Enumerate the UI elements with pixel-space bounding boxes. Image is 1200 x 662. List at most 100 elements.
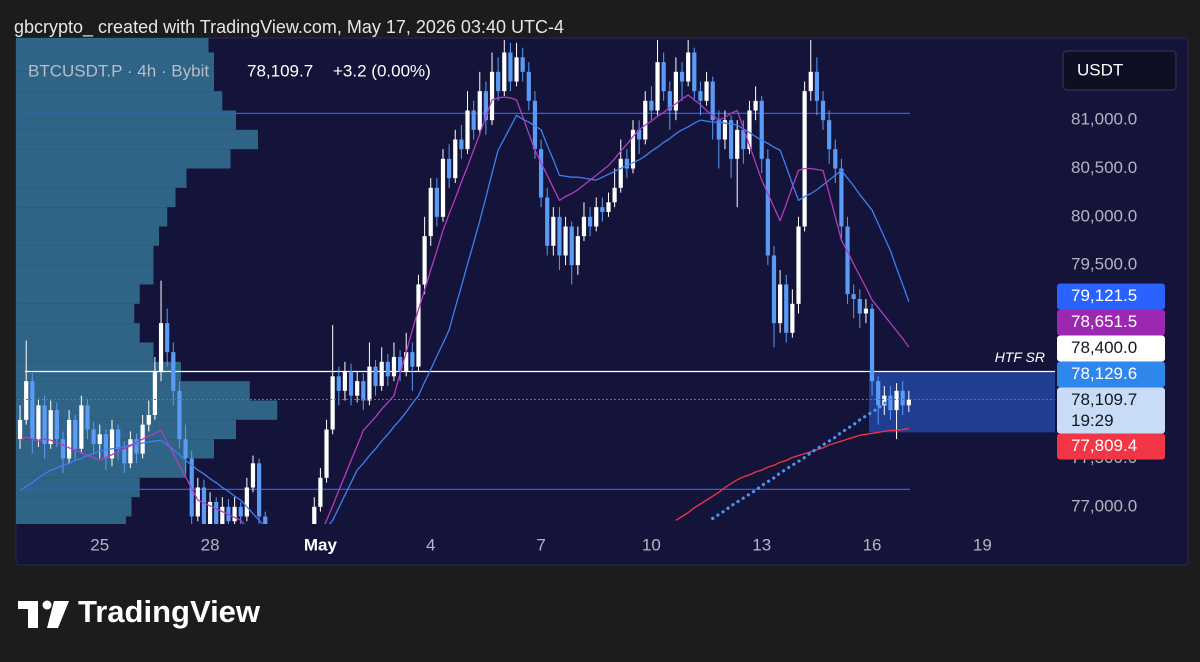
candle-body <box>588 216 593 227</box>
candle-body <box>888 395 893 411</box>
candle-body <box>238 506 243 517</box>
candle-body <box>128 439 133 464</box>
candle-body <box>704 81 709 101</box>
candle-body <box>686 52 691 82</box>
currency-label[interactable]: USDT <box>1077 60 1123 79</box>
candle-body <box>214 501 219 524</box>
candle-body <box>97 434 102 444</box>
volume-profile-bar <box>16 458 187 478</box>
candle-body <box>440 158 446 217</box>
candle-body <box>618 158 623 188</box>
candle-body <box>882 395 887 406</box>
candle-body <box>342 371 348 391</box>
candle-body <box>735 129 740 159</box>
candle-body <box>545 197 550 246</box>
candle-body <box>422 236 427 285</box>
symbol-title: BTCUSDT.P · 4h · Bybit <box>28 61 209 80</box>
volume-profile-bar <box>16 52 214 72</box>
candle-body <box>477 91 482 130</box>
price-label: 79,121.5 <box>1071 286 1137 305</box>
candle-body <box>673 71 679 111</box>
candle-body <box>557 216 562 256</box>
price-label-box <box>1057 387 1165 434</box>
candle-body <box>146 414 151 425</box>
currency-button[interactable] <box>1062 50 1177 91</box>
volume-profile-bar <box>16 323 140 343</box>
candle-body <box>404 352 409 372</box>
volume-profile-bar <box>16 342 154 362</box>
price-label-box <box>1057 309 1165 336</box>
candle-body <box>637 129 642 140</box>
candle-body <box>201 487 207 524</box>
candle-body <box>434 187 439 217</box>
brand: TradingView <box>78 594 261 629</box>
x-tick-label: 4 <box>426 535 435 554</box>
logo-stem <box>28 601 38 628</box>
candle-body <box>116 429 121 449</box>
candle-body <box>600 207 605 212</box>
candle-body <box>465 110 470 150</box>
x-tick-label: 13 <box>752 535 771 554</box>
candle-body <box>42 405 47 444</box>
candle-body <box>195 487 200 517</box>
candle-body <box>796 226 801 304</box>
candle-body <box>655 62 660 111</box>
candle-body <box>397 356 403 372</box>
candle-body <box>820 100 826 121</box>
volume-profile-bar <box>16 245 154 266</box>
candle-body <box>134 439 139 454</box>
x-tick-label: 10 <box>642 535 661 554</box>
candle-body <box>563 226 568 256</box>
candle-body <box>312 506 317 524</box>
candle-body <box>336 376 341 391</box>
candle-body <box>508 52 513 82</box>
candle-body <box>54 410 59 440</box>
price-label: 78,400.0 <box>1071 338 1137 357</box>
candle-body <box>679 71 685 82</box>
candle-body <box>594 207 599 227</box>
candle-body <box>845 226 850 295</box>
candle-body <box>624 158 629 169</box>
candle-body <box>759 100 764 159</box>
candle-body <box>109 429 115 459</box>
candle-body <box>692 52 697 92</box>
candle-body <box>526 71 531 101</box>
candle-body <box>630 129 636 169</box>
volume-profile-bar <box>16 284 140 304</box>
level-label: HTF SR <box>995 349 1045 365</box>
candle-body <box>379 361 384 386</box>
candle-body <box>207 501 213 524</box>
candle-body <box>551 216 556 246</box>
candle-body <box>36 405 41 440</box>
volume-profile-bar <box>16 497 132 517</box>
candle-body <box>330 376 335 430</box>
candle-body <box>876 381 881 406</box>
price-label: 78,109.7 <box>1071 390 1137 409</box>
price-label: 78,129.6 <box>1071 364 1137 383</box>
candle-body <box>581 216 587 237</box>
candle-body <box>502 52 507 92</box>
candle-body <box>318 477 323 507</box>
candle-body <box>324 429 329 478</box>
price-label: 77,809.4 <box>1071 436 1137 455</box>
candle-body <box>428 187 433 237</box>
trend-dotted-line <box>711 397 893 520</box>
candle-body <box>91 429 96 444</box>
candle-body <box>103 434 108 459</box>
volume-profile-bar <box>16 226 159 246</box>
credit: gbcrypto_ created with TradingView.com, … <box>14 17 564 38</box>
candle-body <box>606 202 611 212</box>
volume-profile-bar <box>16 207 168 227</box>
volume-profile-bar <box>16 149 231 169</box>
candle-body <box>808 71 813 92</box>
candle-body <box>869 308 875 382</box>
volume-profile-bar <box>16 110 236 130</box>
price-label-box <box>1057 335 1165 362</box>
candle-body <box>710 81 715 121</box>
moving-average-line <box>19 114 910 524</box>
candle-body <box>171 352 176 391</box>
x-tick-label: 7 <box>536 535 545 554</box>
candle-body <box>496 71 501 92</box>
candle-body <box>17 419 23 440</box>
candle-body <box>177 390 182 440</box>
